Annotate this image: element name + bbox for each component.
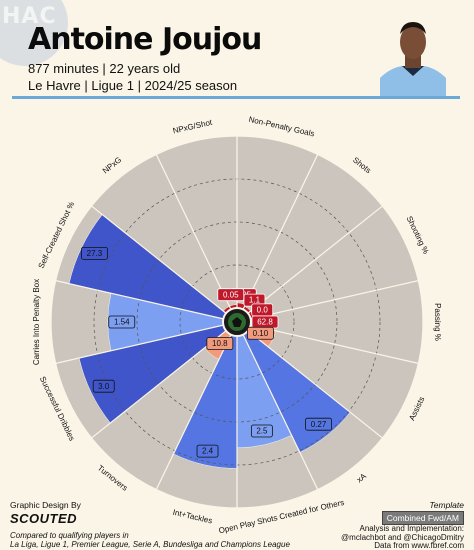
metric-value-box (250, 424, 273, 438)
spoke (41, 324, 224, 368)
metric-value-box (305, 417, 332, 431)
metric-value: 62.8 (251, 315, 279, 329)
metric-value-box (206, 337, 234, 350)
metric-label: NPxG (101, 155, 123, 175)
metric-label: Passing % (433, 303, 442, 341)
metric-value: 0.10 (247, 326, 274, 340)
player-name: Antoine Joujou (28, 22, 262, 57)
spoke (41, 276, 224, 320)
metric-value: 0.27 (305, 417, 332, 431)
metric-value-text: 10.8 (212, 339, 228, 348)
header-divider (12, 96, 460, 99)
spokes (41, 122, 433, 522)
player-minutes-age: 877 minutes | 22 years old (28, 61, 181, 76)
metric-label: Carries Into Penalty Box (32, 279, 41, 365)
spoke (250, 324, 433, 368)
metric-values: 0.05 1.10.0 62.8 0.10 0.27 2.5 2.4 10.8 3.0 1.54 2… (81, 246, 332, 458)
spoke (242, 334, 325, 503)
spoke (247, 330, 394, 448)
club-logo-watermark: HAC (0, 0, 68, 66)
metric-value-box (196, 444, 219, 458)
wedge-background (247, 325, 419, 438)
metric-value: 0.05 (217, 288, 245, 302)
metric-value-text: 2.4 (202, 447, 214, 456)
metric-value: 0.0 (251, 303, 274, 317)
spoke (250, 276, 433, 320)
wedge-background (91, 330, 231, 490)
analysis-credit-line1: Analysis and Implementation: (359, 524, 465, 533)
wedge-background (243, 154, 383, 314)
spoke (149, 141, 232, 310)
player-team-season: Le Havre | Ligue 1 | 2024/25 season (28, 78, 238, 93)
spoke (80, 196, 227, 314)
metric-value-text: 0.0 (257, 305, 269, 314)
metric-value-box (81, 246, 108, 260)
metric-label: Int+Tackles (172, 508, 213, 526)
metric-label: Assists (407, 395, 426, 422)
metric-value: 1.54 (108, 315, 136, 329)
metric-value: 3.0 (92, 379, 115, 393)
spoke (247, 196, 394, 314)
metric-value-text: 0.05 (223, 290, 239, 299)
metric-value-box (217, 288, 245, 302)
metric-value-box (247, 326, 274, 340)
metric-value-text: 2.5 (256, 427, 268, 436)
metric-value-text: 27.3 (87, 249, 103, 258)
center-logo (222, 307, 252, 337)
center-ball-patch (232, 317, 242, 327)
metric-value-text: 1.1 (249, 296, 261, 305)
comparison-note-line2: La Liga, Ligue 1, Premier League, Serie … (10, 540, 290, 549)
comparison-note-line1: Compared to qualifying players in (10, 531, 129, 540)
metric-label: NPxG/Shot (172, 118, 214, 136)
metric-value: 2.4 (196, 444, 219, 458)
metric-label: Shots (351, 155, 373, 175)
club-logo-text: HAC (2, 4, 57, 29)
metric-value-text: 0.10 (253, 329, 269, 338)
spoke (149, 334, 232, 503)
wedge-background (156, 136, 237, 310)
wedge-background (237, 136, 318, 310)
metric-value-text: 1.54 (114, 318, 130, 327)
metric-value-box (92, 379, 115, 393)
player-photo (380, 14, 446, 96)
metric-value: 2.5 (250, 424, 273, 438)
metric-value-box (108, 315, 136, 329)
metric-label: Non-Penalty Goals (248, 115, 315, 139)
metric-value-text: 3.0 (98, 382, 110, 391)
spoke (80, 330, 227, 448)
design-credit-label: Graphic Design By (10, 500, 81, 510)
data-source-line: Data from www.fbref.com (374, 541, 464, 550)
metric-label: xA (355, 471, 368, 484)
metric-value: 27.3 (81, 246, 108, 260)
reference-ring (179, 264, 295, 380)
metric-value-text: 0.27 (311, 420, 327, 429)
brand-logo: SCOUTED (10, 511, 78, 526)
spoke (242, 141, 325, 310)
template-badge: Combined Fwd/AM (381, 511, 464, 525)
metric-value: 10.8 (206, 337, 234, 350)
wedge-background (247, 206, 419, 319)
analysis-credit-line2: @mclachbot and @ChicagoDmitry (341, 533, 464, 542)
template-label: Template (429, 500, 464, 510)
metric-value-text: 62.8 (257, 318, 273, 327)
wedge-background (91, 154, 231, 314)
wedge-value-layer (68, 214, 351, 469)
